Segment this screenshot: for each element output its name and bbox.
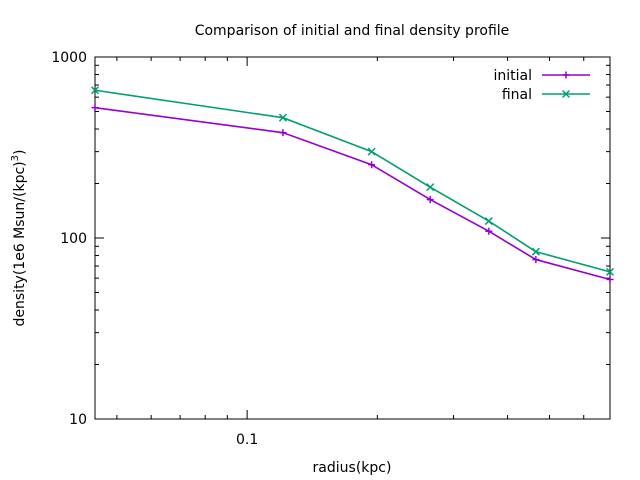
data-point-initial: [91, 104, 99, 112]
data-point-initial: [426, 196, 434, 204]
data-point-final: [278, 113, 287, 122]
data-point-final-d2: [531, 247, 540, 256]
data-point-final: [426, 183, 435, 192]
y-tick-label: 100: [60, 231, 87, 247]
axis-ticks: [95, 57, 610, 420]
legend: initial final: [494, 68, 590, 103]
data-point-final-d2: [367, 147, 376, 156]
data-point-initial: [606, 275, 614, 283]
data-point-final: [605, 267, 615, 276]
data-point-final: [367, 147, 376, 156]
y-axis-label-close: ): [12, 150, 28, 155]
legend-label-initial: initial: [494, 68, 533, 84]
legend-marker-final: [561, 89, 571, 99]
series-layer: [90, 86, 615, 283]
plot-frame: [94, 56, 611, 420]
data-point-final-d2: [90, 86, 100, 95]
y-tick-label: 10: [69, 412, 87, 428]
data-point-initial: [368, 161, 376, 169]
data-point-initial: [532, 256, 540, 264]
data-point-final: [90, 86, 100, 95]
y-axis-label-superscript: 3: [10, 155, 21, 161]
x-tick-label: 0.1: [236, 432, 258, 448]
legend-label-final: final: [502, 87, 532, 103]
legend-marker-initial: [562, 71, 570, 79]
data-point-final-d2: [484, 217, 493, 226]
data-point-final: [531, 247, 540, 256]
chart-title: Comparison of initial and final density …: [195, 23, 510, 39]
data-point-initial: [485, 227, 493, 235]
legend-marker-final-d2: [561, 89, 571, 99]
axis-tick-labels: 10 100 1000 0.1: [51, 50, 258, 448]
y-axis-label-base: density(1e6 Msun/(kpc): [12, 161, 28, 326]
x-axis-label: radius(kpc): [313, 460, 392, 476]
data-point-final-d2: [426, 183, 435, 192]
data-point-final: [484, 217, 493, 226]
series-line-initial: [94, 106, 611, 281]
data-point-final-d2: [278, 113, 287, 122]
y-axis-label: density(1e6 Msun/(kpc)3): [10, 150, 28, 327]
data-point-initial: [279, 129, 287, 137]
data-point-final-d2: [605, 267, 615, 276]
y-tick-label: 1000: [51, 50, 87, 66]
